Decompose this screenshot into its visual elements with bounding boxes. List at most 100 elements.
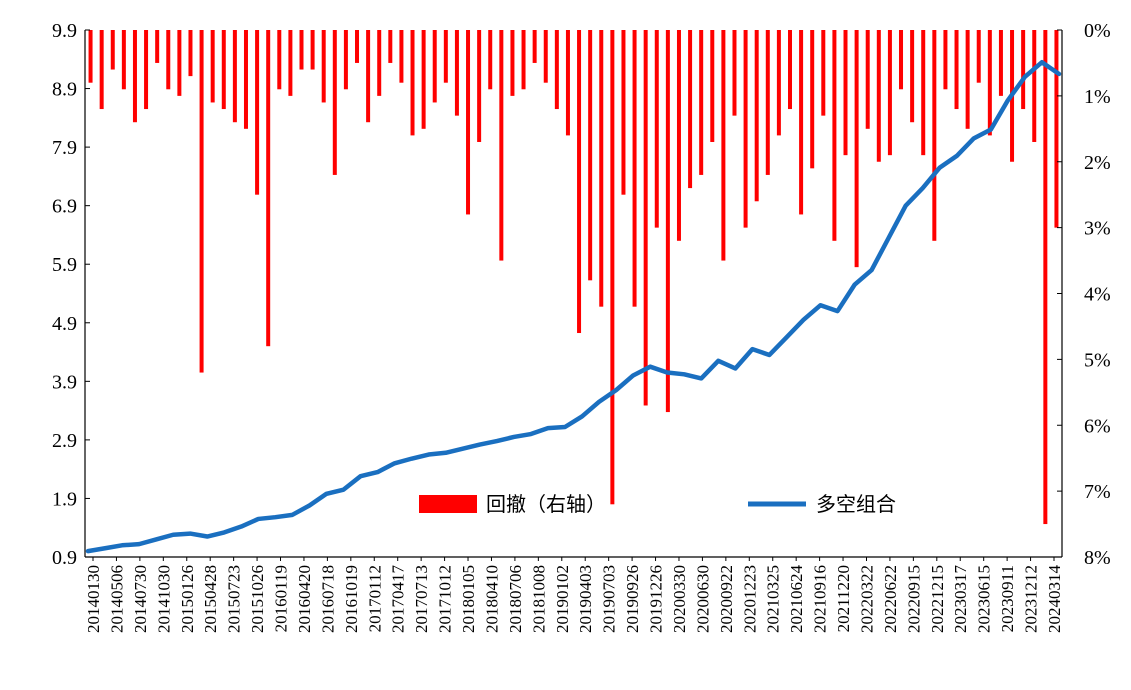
- legend-long-short-label: 多空组合: [816, 492, 896, 516]
- x-tick-labels: 20140130 20140506 20140730 20141030 20150126…: [84, 557, 1064, 633]
- drawdown-bar: [554, 30, 559, 110]
- drawdown-bar: [643, 30, 648, 406]
- drawdown-bar: [1032, 30, 1037, 142]
- drawdown-bar: [132, 30, 137, 123]
- x-tick-label: 20180706: [506, 565, 525, 633]
- drawdown-bar: [88, 30, 93, 83]
- x-tick-label: 20151026: [248, 565, 267, 633]
- x-tick-label: 20220322: [857, 565, 876, 633]
- drawdown-bar: [343, 30, 348, 90]
- x-tick-label: 20190926: [623, 565, 642, 633]
- drawdown-bar: [144, 30, 149, 110]
- y-left-tick-label: 0.9: [52, 547, 77, 569]
- drawdown-bar: [843, 30, 848, 156]
- x-tick-label: 20141030: [154, 565, 173, 633]
- x-tick-label: 20170713: [412, 565, 431, 633]
- drawdown-bar: [743, 30, 748, 228]
- drawdown-bar: [521, 30, 526, 90]
- drawdown-bar: [532, 30, 537, 63]
- x-tick-label: 20190703: [600, 565, 619, 633]
- drawdown-bar: [710, 30, 715, 142]
- long-short-line: [85, 59, 1062, 554]
- drawdown-bar: [221, 30, 226, 110]
- drawdown-bar: [776, 30, 781, 136]
- drawdown-bar: [199, 30, 204, 373]
- drawdown-bar: [621, 30, 626, 195]
- x-tick-label: 20230911: [998, 565, 1017, 632]
- y-right-tick-label: 3%: [1084, 218, 1111, 240]
- drawdown-bar: [876, 30, 881, 162]
- drawdown-bar: [99, 30, 104, 110]
- drawdown-bar: [1021, 30, 1026, 110]
- drawdown-bar: [399, 30, 404, 83]
- y-left-tick-label: 2.9: [52, 430, 77, 452]
- x-tick-label: 20191226: [647, 565, 666, 633]
- drawdown-bar: [577, 30, 582, 334]
- drawdown-bar: [310, 30, 315, 70]
- legend-drawdown-label: 回撤（右轴）: [486, 492, 606, 516]
- drawdown-bar: [510, 30, 515, 96]
- y-left-tick-label: 8.9: [52, 79, 77, 101]
- y-right-tick-labels: 0% 1% 2% 3% 4% 5% 6% 7% 8%: [1057, 20, 1111, 569]
- x-tick-label: 20231212: [1022, 565, 1041, 633]
- y-left-tick-label: 3.9: [52, 371, 77, 393]
- x-tick-label: 20140506: [107, 565, 126, 633]
- x-tick-label: 20160718: [318, 565, 337, 633]
- drawdown-bar: [266, 30, 271, 347]
- x-tick-label: 20211220: [834, 565, 853, 632]
- drawdown-bar: [188, 30, 193, 77]
- drawdown-bar: [1054, 30, 1059, 228]
- drawdown-bar: [699, 30, 704, 175]
- y-right-tick-label: 7%: [1084, 481, 1111, 503]
- drawdown-bar: [443, 30, 448, 83]
- x-tick-label: 20190102: [553, 565, 572, 633]
- drawdown-bar: [721, 30, 726, 261]
- drawdown-bar: [565, 30, 570, 136]
- x-tick-label: 20161019: [342, 565, 361, 633]
- y-left-tick-label: 4.9: [52, 313, 77, 335]
- drawdown-bar: [998, 30, 1003, 96]
- drawdown-bar: [810, 30, 815, 169]
- drawdown-bar: [243, 30, 248, 129]
- x-tick-label: 20180105: [459, 565, 478, 633]
- x-tick-label: 20190403: [576, 565, 595, 633]
- x-tick-label: 20210325: [764, 565, 783, 633]
- drawdown-bar: [832, 30, 837, 241]
- drawdown-bar: [499, 30, 504, 261]
- drawdown-bar: [355, 30, 360, 63]
- drawdown-bar: [210, 30, 215, 103]
- x-tick-label: 20180410: [482, 565, 501, 633]
- y-left-tick-label: 6.9: [52, 196, 77, 218]
- drawdown-bar: [432, 30, 437, 103]
- drawdown-bar: [676, 30, 681, 241]
- x-tick-label: 20160119: [272, 565, 291, 632]
- drawdown-bar: [255, 30, 260, 195]
- y-left-tick-label: 1.9: [52, 488, 77, 510]
- y-left-tick-label: 5.9: [52, 254, 77, 276]
- drawdown-bar: [754, 30, 759, 202]
- drawdown-bar: [110, 30, 115, 70]
- x-tick-label: 20210624: [787, 565, 806, 634]
- drawdown-bar: [277, 30, 282, 90]
- drawdown-bar: [954, 30, 959, 110]
- drawdown-bar: [854, 30, 859, 268]
- y-right-tick-label: 4%: [1084, 284, 1111, 306]
- drawdown-bar: [799, 30, 804, 215]
- drawdown-bar: [466, 30, 471, 215]
- drawdown-bar: [654, 30, 659, 228]
- y-left-tick-label: 9.9: [52, 20, 77, 42]
- x-tick-label: 20181008: [529, 565, 548, 633]
- drawdown-bar: [377, 30, 382, 96]
- y-left-tick-labels: 9.9 8.9 7.9 6.9 5.9 4.9 3.9 2.9 1.9 0.9: [52, 20, 90, 569]
- x-tick-label: 20230615: [975, 565, 994, 633]
- drawdown-bar: [155, 30, 160, 63]
- drawdown-bar: [421, 30, 426, 129]
- x-tick-label: 20150723: [225, 565, 244, 633]
- legend-drawdown-swatch: [419, 495, 477, 513]
- drawdown-bar: [887, 30, 892, 156]
- y-right-tick-label: 6%: [1084, 415, 1111, 437]
- drawdown-bar: [1043, 30, 1048, 525]
- drawdown-series: [88, 30, 1059, 525]
- drawdown-bar: [976, 30, 981, 83]
